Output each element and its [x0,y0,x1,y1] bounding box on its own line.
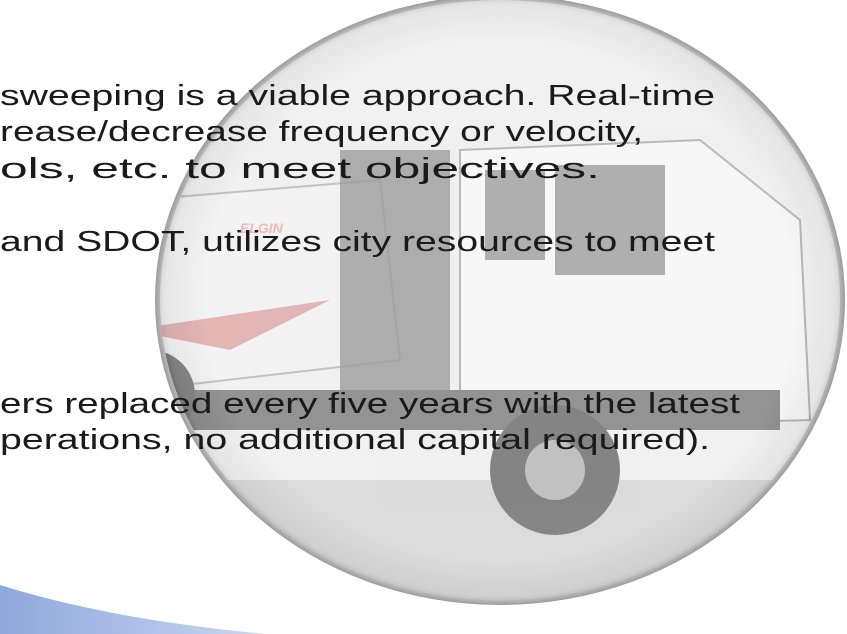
text-line: and SDOT, utilizes city resources to mee… [0,226,715,258]
text-line: sweeping is a viable approach. Real-time [0,80,715,112]
text-line: rease/decrease frequency or velocity, [0,116,643,148]
text-line: ols, etc. to meet objectives. [0,153,600,185]
decorative-swoosh [0,585,265,634]
text-layer: sweeping is a viable approach. Real-time… [0,80,740,456]
text-line: ers replaced every five years with the l… [0,388,740,420]
truck-logo: ELGIN [240,220,284,236]
text-line: perations, no additional capital require… [0,424,710,456]
